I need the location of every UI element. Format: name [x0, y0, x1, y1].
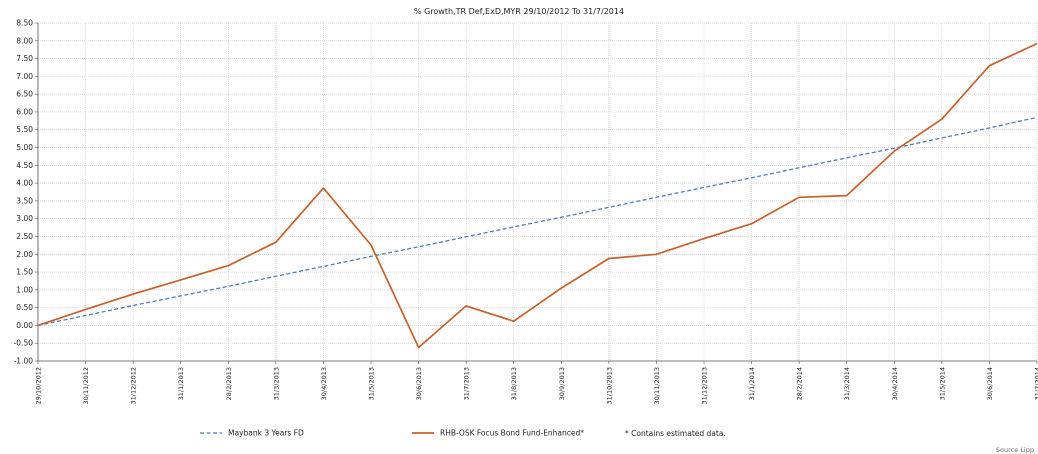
- x-tick-label: 31/7/2014: [1034, 367, 1038, 400]
- y-tick-label: -1.00: [14, 357, 34, 366]
- y-tick-label: 7.50: [16, 54, 33, 63]
- y-tick-label: -0.50: [14, 339, 34, 348]
- x-tick-label: 30/4/2013: [320, 367, 328, 400]
- x-tick-label: 30/11/2012: [82, 367, 90, 404]
- y-tick-label: 2.00: [16, 250, 33, 259]
- y-tick-label: 4.50: [16, 161, 33, 170]
- y-tick-label: 1.00: [16, 285, 33, 294]
- y-tick-label: 8.50: [16, 19, 33, 28]
- x-tick-label: 30/4/2014: [891, 367, 899, 400]
- legend-label: RHB-OSK Focus Bond Fund-Enhanced*: [440, 429, 584, 438]
- y-tick-label: 0.00: [16, 321, 33, 330]
- x-tick-label: 28/2/2013: [225, 367, 233, 400]
- y-tick-label: 6.00: [16, 107, 33, 116]
- chart-title: % Growth,TR Def,ExD,MYR 29/10/2012 To 31…: [414, 7, 624, 16]
- x-tick-label: 31/10/2013: [605, 367, 613, 404]
- y-tick-label: 3.00: [16, 214, 33, 223]
- y-tick-label: 7.00: [16, 72, 33, 81]
- x-tick-label: 31/3/2014: [843, 367, 851, 400]
- x-tick-label: 31/1/2013: [177, 367, 185, 400]
- x-tick-label: 31/3/2013: [272, 367, 280, 400]
- x-tick-label: 31/12/2013: [701, 367, 709, 404]
- x-tick-label: 31/8/2013: [510, 367, 518, 400]
- y-tick-label: 5.00: [16, 143, 33, 152]
- y-tick-label: 4.00: [16, 179, 33, 188]
- x-axis-ticks: 29/10/2012 30/11/2012 31/12/2012 31/1/2013 2…: [35, 367, 1038, 404]
- x-tick-label: 30/6/2013: [415, 367, 423, 400]
- x-tick-label: 31/5/2013: [368, 367, 376, 400]
- y-tick-label: 6.50: [16, 90, 33, 99]
- x-tick-label: 29/10/2012: [35, 367, 43, 404]
- gridlines: [37, 22, 1038, 362]
- y-tick-label: 3.50: [16, 196, 33, 205]
- x-tick-label: 31/7/2013: [463, 367, 471, 400]
- x-tick-label: 30/11/2013: [653, 367, 661, 404]
- x-tick-label: 31/1/2014: [748, 367, 756, 400]
- x-tick-label: 30/9/2013: [558, 367, 566, 400]
- series-line-rhb-osk-bond-fund: [37, 42, 1038, 349]
- x-tick-label: 28/2/2014: [796, 367, 804, 400]
- series-lines: [37, 42, 1038, 349]
- x-tick-label: 30/6/2014: [986, 367, 994, 400]
- y-tick-label: 1.50: [16, 268, 33, 277]
- x-tick-label: 31/12/2012: [130, 367, 138, 404]
- y-tick-label: 8.00: [16, 36, 33, 45]
- axes: [35, 22, 1038, 364]
- y-tick-label: 2.50: [16, 232, 33, 241]
- x-tick-label: 31/5/2014: [938, 367, 946, 400]
- estimated-data-note: * Contains estimated data.: [625, 429, 726, 438]
- legend: Maybank 3 Years FD RHB-OSK Focus Bond Fun…: [200, 429, 584, 438]
- source-label: Source Lipp: [996, 446, 1034, 454]
- y-tick-label: 5.50: [16, 125, 33, 134]
- y-tick-label: 0.50: [16, 303, 33, 312]
- series-line-maybank-fd: [37, 116, 1038, 327]
- legend-label: Maybank 3 Years FD: [228, 429, 304, 438]
- y-axis-ticks: 8.50 8.00 7.50 7.00 6.50 6.00 5.50 5.00 4.50 4.00…: [14, 19, 34, 366]
